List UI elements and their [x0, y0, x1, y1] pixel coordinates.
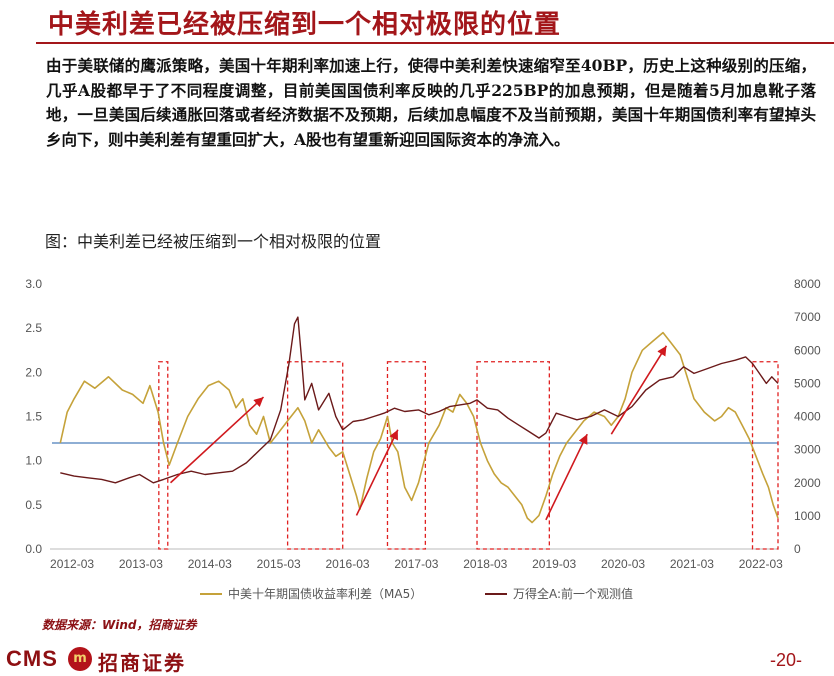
x-tick-label: 2017-03: [394, 557, 438, 571]
y-right-tick-label: 8000: [794, 277, 821, 291]
chart-panel: [34, 218, 828, 614]
y-right-tick-label: 1000: [794, 509, 821, 523]
y-right-tick-label: 7000: [794, 310, 821, 324]
legend-label-spread: 中美十年期国债收益率利差（MA5）: [228, 586, 422, 601]
page-number: -20-: [769, 650, 802, 670]
y-left-tick-label: 1.5: [25, 410, 42, 424]
data-source: 数据来源：Wind，招商证券: [42, 618, 197, 632]
logo-text: CMS: [6, 646, 58, 671]
x-tick-label: 2018-03: [463, 557, 507, 571]
y-right-tick-label: 2000: [794, 476, 821, 490]
x-tick-label: 2021-03: [670, 557, 714, 571]
trend-arrow: [545, 433, 588, 521]
y-right-tick-label: 5000: [794, 376, 821, 390]
trend-arrow: [169, 396, 265, 484]
y-left-tick-label: 0.0: [25, 542, 42, 556]
y-left-tick-label: 0.5: [25, 498, 42, 512]
logo-company-name: 招商证券: [98, 651, 186, 675]
x-tick-label: 2022-03: [739, 557, 783, 571]
highlight-box: [286, 361, 344, 550]
x-tick-label: 2012-03: [50, 557, 94, 571]
x-tick-label: 2015-03: [257, 557, 301, 571]
trend-arrow: [610, 345, 668, 435]
x-tick-label: 2019-03: [532, 557, 576, 571]
summary-paragraph: 由于美联储的鹰派策略，美国十年期利率加速上行，使得中美利差快速缩窄至40BP，历…: [46, 56, 816, 149]
logo-icon: m: [68, 647, 92, 671]
title-divider: [36, 42, 834, 44]
y-left-tick-label: 2.5: [25, 321, 42, 335]
y-left-tick-label: 1.0: [25, 454, 42, 468]
y-right-tick-label: 4000: [794, 410, 821, 424]
wind-a-index-series-line: [60, 316, 779, 484]
spread-series-line: [59, 331, 779, 524]
x-tick-label: 2016-03: [326, 557, 370, 571]
y-right-tick-label: 3000: [794, 443, 821, 457]
x-tick-label: 2013-03: [119, 557, 163, 571]
y-right-tick-label: 0: [794, 542, 801, 556]
x-tick-label: 2020-03: [601, 557, 645, 571]
chart-title: 图：中美利差已经被压缩到一个相对极限的位置: [45, 232, 382, 251]
highlight-box: [476, 361, 550, 550]
y-left-tick-label: 2.0: [25, 365, 42, 379]
legend-label-index: 万得全A:前一个观测值: [513, 586, 633, 601]
brand-logo: CMS m 招商证券: [6, 646, 226, 675]
x-tick-label: 2014-03: [188, 557, 232, 571]
highlight-box: [751, 361, 779, 550]
highlight-box: [386, 361, 427, 550]
trend-arrow: [355, 429, 399, 516]
page-title: 中美利差已经被压缩到一个相对极限的位置: [48, 10, 562, 40]
y-left-tick-label: 3.0: [25, 277, 42, 291]
y-right-tick-label: 6000: [794, 343, 821, 357]
